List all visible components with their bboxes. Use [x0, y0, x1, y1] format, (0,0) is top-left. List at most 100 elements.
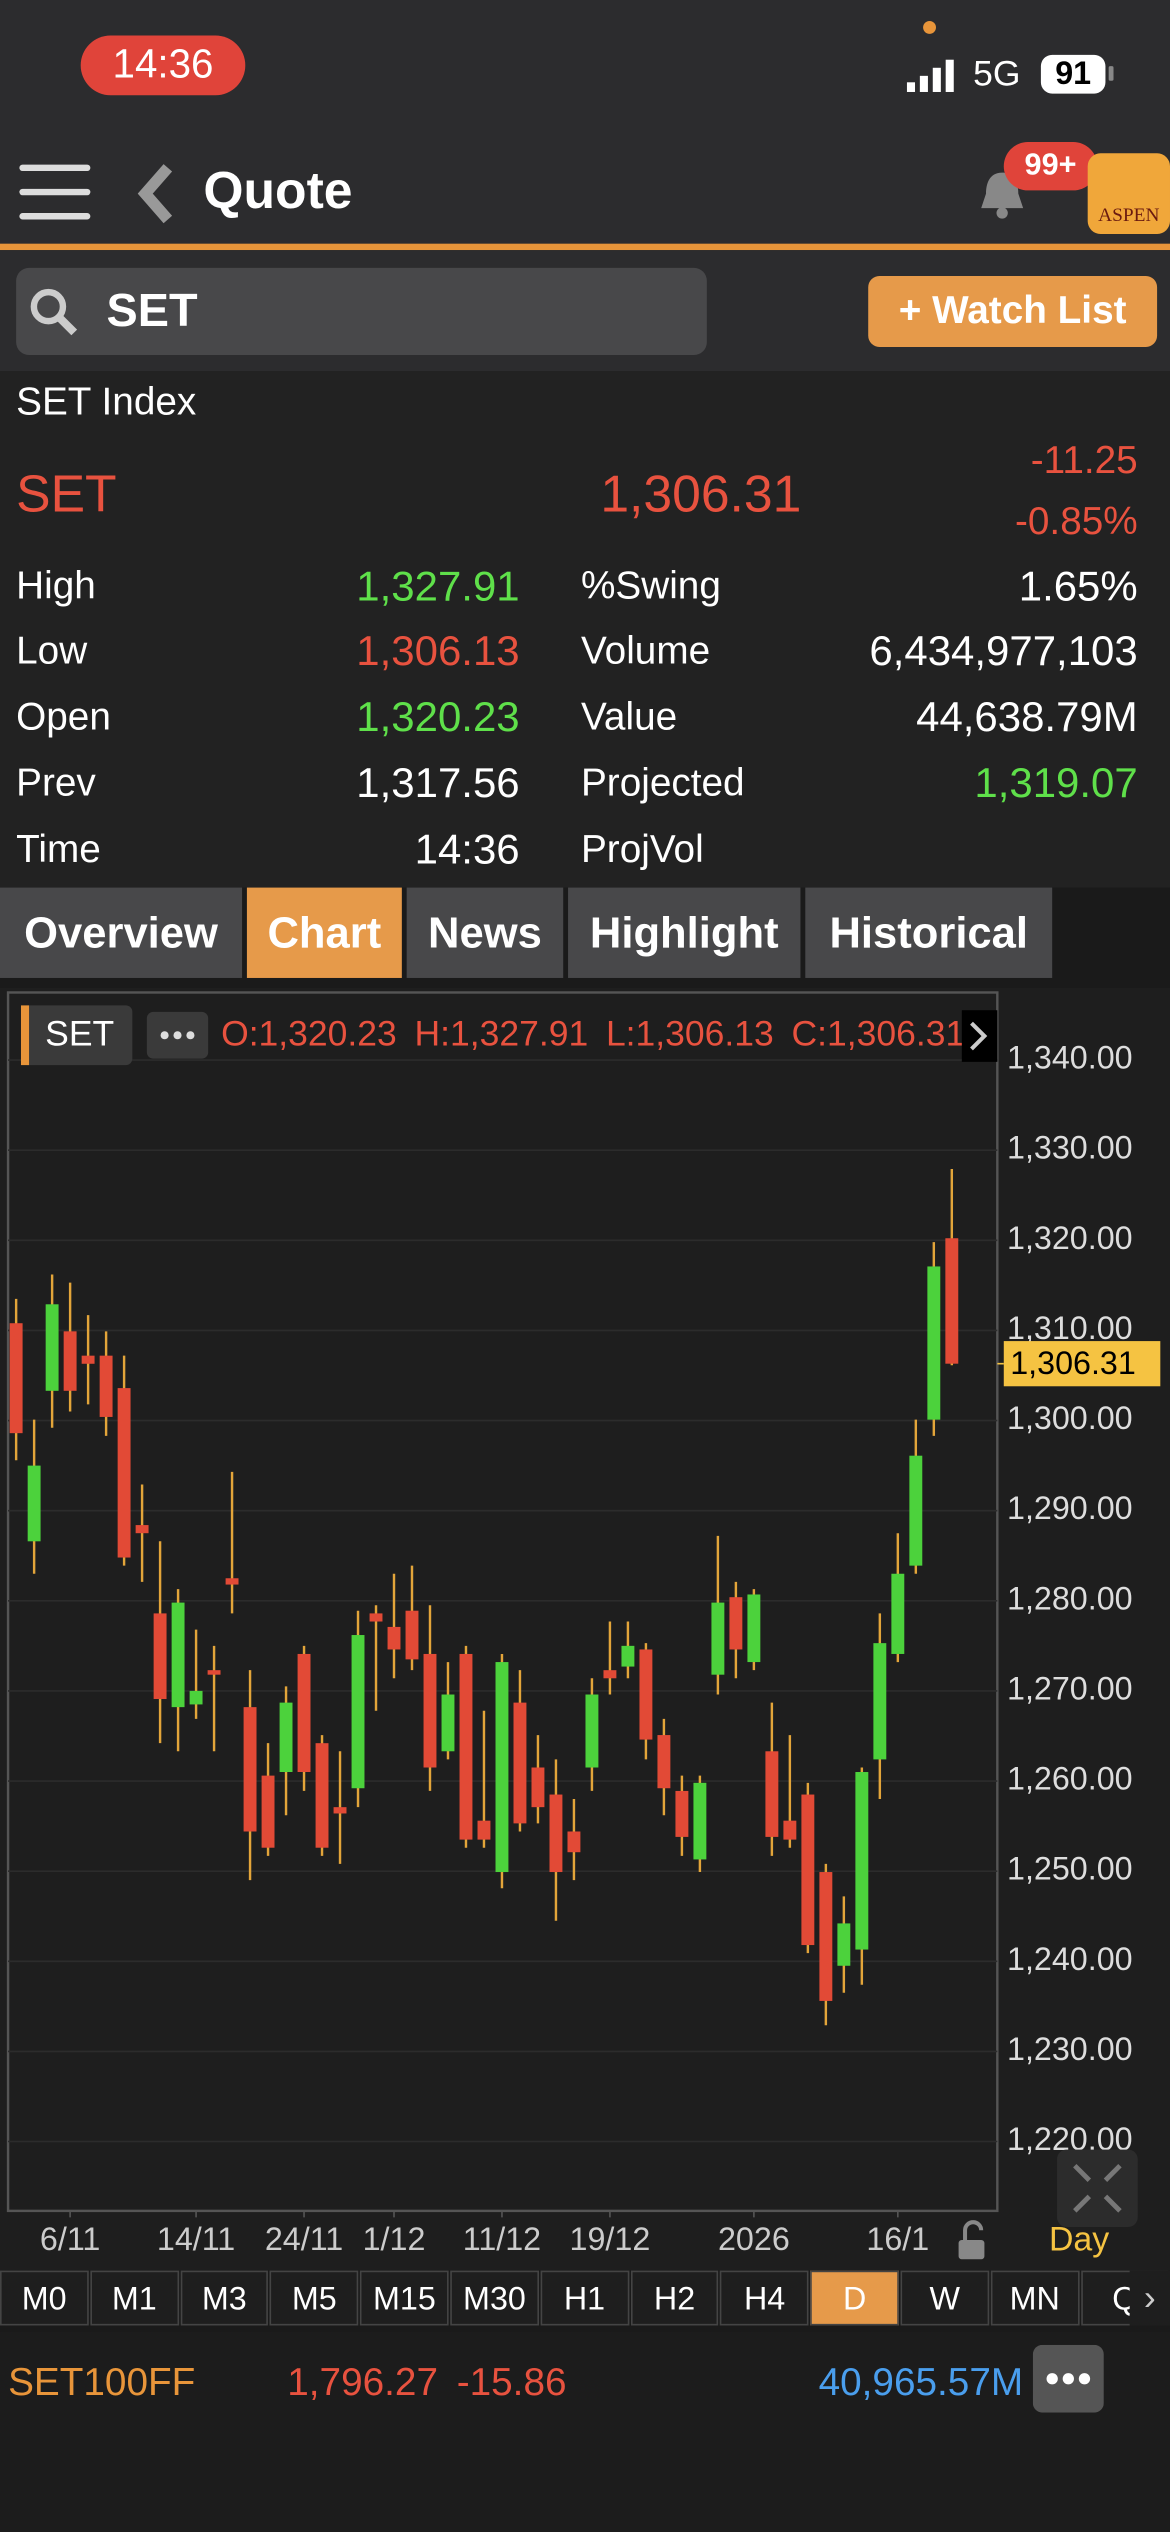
candle-body — [63, 1331, 77, 1391]
last-price: 1,306.31 — [600, 464, 802, 523]
candle-body — [531, 1767, 545, 1808]
watch-list-button[interactable]: + Watch List — [868, 275, 1158, 347]
stat-value: 6,434,977,103 — [869, 626, 1138, 675]
tab-bar: Overview Chart News Highlight Historical — [0, 887, 1170, 988]
price-marker-label: 1,306.31 — [1010, 1345, 1136, 1381]
y-tick-label: 1,260.00 — [1007, 1761, 1133, 1797]
timeframe[interactable]: M5 — [270, 2270, 359, 2326]
battery-cap — [1108, 66, 1114, 81]
x-tick-label: 19/12 — [570, 2221, 651, 2257]
privacy-dot — [923, 20, 936, 34]
search-icon — [30, 288, 78, 336]
timeframe-next[interactable]: › — [1129, 2270, 1170, 2326]
candle-body — [675, 1790, 689, 1837]
x-tick-label: 11/12 — [463, 2221, 541, 2257]
timeframe[interactable]: H1 — [540, 2270, 629, 2326]
legend-more-dot — [186, 1031, 195, 1040]
index-name: SET Index — [16, 380, 197, 425]
candle-body — [225, 1578, 239, 1585]
timeframe[interactable]: M0 — [0, 2270, 89, 2326]
chart: 1,220.001,230.001,240.001,250.001,260.00… — [0, 987, 1170, 2271]
footer-price: 1,796.27 — [287, 2360, 439, 2405]
symbol: SET — [16, 464, 117, 523]
candle-body — [171, 1602, 185, 1708]
legend-next-icon — [970, 1021, 988, 1051]
stat-value: 44,638.79M — [916, 692, 1138, 741]
menu-button[interactable] — [16, 158, 93, 229]
candle-body — [837, 1923, 851, 1966]
price-marker-box — [1003, 1341, 1161, 1387]
y-tick-label: 1,320.00 — [1007, 1220, 1133, 1256]
y-tick-label: 1,250.00 — [1007, 1851, 1133, 1887]
more-button[interactable] — [1032, 2344, 1104, 2413]
timeframe[interactable]: H4 — [720, 2270, 809, 2326]
y-tick-label: 1,340.00 — [1007, 1040, 1133, 1076]
candle-body — [117, 1388, 131, 1558]
candle-body — [549, 1794, 563, 1873]
candle-body — [711, 1602, 725, 1675]
timeframe[interactable]: M3 — [180, 2270, 269, 2326]
legend-symbol-box — [20, 1005, 133, 1066]
header-divider — [0, 243, 1170, 251]
y-tick-label: 1,330.00 — [1007, 1130, 1133, 1166]
candle-body — [441, 1694, 455, 1752]
legend-symbol: SET — [45, 1013, 114, 1053]
candle-body — [495, 1662, 509, 1873]
tab[interactable]: Historical — [805, 887, 1053, 978]
candle-body — [459, 1653, 473, 1840]
legend-entry: H:1,327.91 — [415, 1013, 589, 1053]
search-input[interactable] — [16, 267, 707, 356]
back-button[interactable] — [132, 161, 180, 226]
y-tick-label: 1,300.00 — [1007, 1400, 1133, 1436]
candle-body — [333, 1807, 347, 1814]
legend-entry: O:1,320.23 — [221, 1013, 397, 1053]
stat-value: 1,327.91 — [356, 561, 520, 611]
y-tick-label: 1,230.00 — [1007, 2031, 1133, 2067]
footer-symbol[interactable]: SET100FF — [8, 2360, 196, 2405]
stat-label: Value — [580, 695, 678, 740]
timeframe[interactable]: M1 — [90, 2270, 179, 2326]
change-percent: -0.85% — [1014, 500, 1138, 544]
x-tick-label: 14/11 — [157, 2221, 235, 2257]
y-tick-label: 1,240.00 — [1007, 1941, 1133, 1977]
candle-body — [639, 1649, 653, 1740]
timeframe-bar: M0 M1 M3 M5 M15 M30 H1 H2 H4 D W MN Q › — [0, 2270, 1170, 2329]
stat-value: 1.65% — [1018, 561, 1138, 611]
stat-value: 1,306.13 — [356, 626, 520, 675]
status-time: 14:36 — [80, 35, 246, 96]
timeframe[interactable]: MN — [990, 2270, 1079, 2326]
candle-body — [513, 1702, 527, 1824]
x-tick-label: 16/1 — [866, 2221, 929, 2257]
candle-body — [387, 1626, 401, 1650]
tab[interactable]: Chart — [246, 887, 402, 978]
timeframe[interactable]: D — [810, 2270, 899, 2326]
candle-body — [909, 1455, 923, 1566]
stat-value: 1,320.23 — [356, 692, 520, 741]
page-title: Quote — [203, 161, 353, 220]
tab[interactable]: Overview — [0, 887, 243, 978]
timeframe[interactable]: H2 — [630, 2270, 719, 2326]
timeframe[interactable]: M30 — [450, 2270, 539, 2326]
candle-body — [405, 1610, 419, 1660]
stat-label: ProjVol — [580, 827, 704, 872]
footer-value: 40,965.57M — [818, 2360, 1024, 2405]
timeframe[interactable]: M15 — [360, 2270, 449, 2326]
tab[interactable]: News — [406, 887, 564, 978]
candle-body — [657, 1735, 671, 1789]
logo[interactable]: ASPEN — [1087, 153, 1170, 234]
candle-body — [603, 1670, 617, 1679]
tab[interactable]: Highlight — [568, 887, 801, 978]
plot-area — [6, 991, 999, 2213]
y-tick-label: 1,270.00 — [1007, 1670, 1133, 1706]
candle-body — [81, 1355, 95, 1364]
candle-body — [747, 1594, 761, 1663]
quote-panel — [0, 371, 1170, 888]
footer — [0, 2331, 1170, 2532]
candle-body — [261, 1775, 275, 1848]
timeframe[interactable]: W — [900, 2270, 989, 2326]
candle-body — [585, 1694, 599, 1768]
x-tick-label: 6/11 — [40, 2221, 100, 2257]
candle-body — [243, 1707, 257, 1832]
